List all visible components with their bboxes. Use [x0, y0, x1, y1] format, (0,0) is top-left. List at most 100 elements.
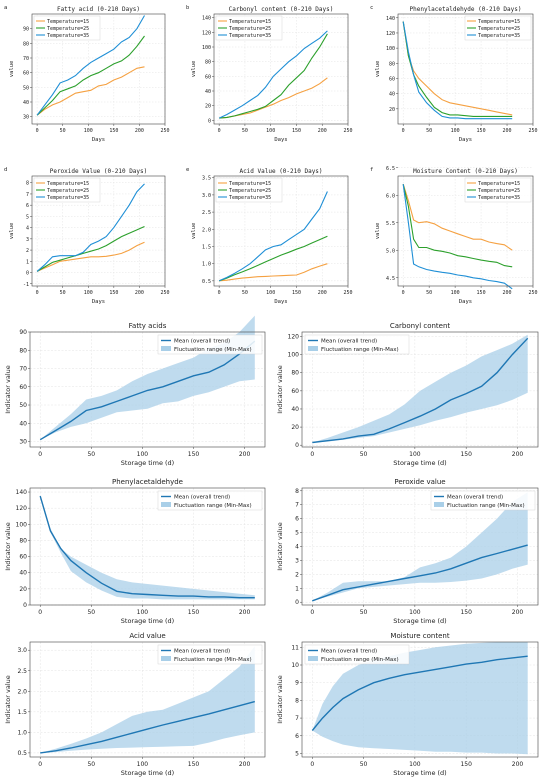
- legend: Mean (overall trend) Fluctuation range (M…: [304, 334, 410, 355]
- y-tick-label: 20: [19, 586, 27, 593]
- fluctuation-band: [40, 496, 255, 600]
- y-tick-label: 7: [295, 502, 299, 509]
- plot-frame: [31, 175, 166, 287]
- x-tick-label: 50: [360, 609, 368, 616]
- y-tick-label: 140: [386, 16, 395, 22]
- legend: Temperature=15Temperature=25Temperature=…: [215, 177, 283, 203]
- chart-title: Moisture Content (0-210 Days): [413, 168, 518, 175]
- chart-12: 0 50 100 150 200 5 6 7 8 9 10 11 Moisture content Sto…: [276, 632, 539, 777]
- x-tick-label: 100: [137, 451, 149, 458]
- x-axis-label: Storage time (d): [121, 769, 174, 777]
- chart-2: 0 50 100 150 200 250 0 20 40 60 80 100 120 140 Carbony…: [186, 5, 353, 143]
- y-tick-label: 2.0: [202, 227, 211, 233]
- x-tick-label: 0: [218, 290, 221, 296]
- series-line-2: [402, 21, 513, 117]
- legend-swatch: [308, 346, 318, 351]
- plot-frame: [213, 13, 349, 125]
- y-axis-label: Indicator value: [4, 675, 12, 724]
- legend-entry: Temperature=25: [47, 26, 89, 32]
- x-tick-label: 150: [109, 128, 118, 134]
- plot-frame: [31, 13, 166, 125]
- series-line-2: [402, 184, 513, 268]
- y-tick-label: 0: [295, 442, 299, 449]
- mean-line: [312, 544, 528, 602]
- x-tick-label: 150: [188, 451, 200, 458]
- x-tick-label: 200: [135, 128, 144, 134]
- plot-frame: [29, 487, 266, 606]
- x-tick-label: 250: [160, 290, 169, 296]
- y-axis-label: Indicator value: [4, 522, 12, 571]
- x-tick-label: 250: [160, 128, 169, 134]
- y-axis-label: value: [191, 223, 197, 240]
- series-line-3: [402, 184, 513, 290]
- y-tick-label: 100: [288, 352, 300, 359]
- y-tick-label: 5: [295, 750, 299, 757]
- fluctuation-band: [312, 642, 528, 755]
- y-tick-label: 80: [19, 347, 27, 354]
- x-tick-label: 0: [310, 609, 314, 616]
- x-axis-label: Days: [274, 299, 287, 305]
- y-tick-label: 1.5: [17, 709, 27, 716]
- chart-title: Phenylacetaldehyde: [112, 478, 183, 486]
- legend-box: [157, 334, 263, 355]
- mean-line: [39, 340, 256, 441]
- x-tick-label: 250: [343, 290, 352, 296]
- y-tick-label: 90: [19, 329, 27, 336]
- y-tick-label: 60: [205, 74, 211, 80]
- y-tick-label: 6: [26, 203, 29, 209]
- x-tick-label: 50: [242, 290, 248, 296]
- legend-entry: Mean (overall trend): [174, 495, 230, 501]
- legend-entry: Mean (overall trend): [174, 649, 230, 655]
- chart-title: Phenylacetaldehyde (0-210 Days): [410, 6, 522, 13]
- y-tick-label: 5: [26, 214, 29, 220]
- x-tick-label: 200: [503, 128, 512, 134]
- legend-entry: Temperature=35: [47, 195, 89, 201]
- y-tick-label: 9: [295, 680, 299, 687]
- x-tick-label: 100: [409, 761, 421, 768]
- y-tick-label: 7: [26, 192, 29, 198]
- legend-entry: Temperature=35: [478, 33, 520, 39]
- x-tick-label: 50: [60, 128, 66, 134]
- y-tick-label: 80: [291, 370, 299, 377]
- legend: Mean (overall trend) Fluctuation range (M…: [157, 334, 263, 355]
- x-tick-label: 200: [503, 290, 512, 296]
- x-tick-label: 200: [239, 451, 251, 458]
- legend-swatch: [161, 346, 171, 351]
- x-tick-label: 0: [218, 128, 221, 134]
- y-tick-label: 10: [291, 662, 299, 669]
- legend: Temperature=15Temperature=25Temperature=…: [464, 15, 532, 41]
- y-tick-label: 0: [23, 602, 27, 609]
- x-tick-label: 0: [38, 761, 42, 768]
- y-tick-label: 120: [386, 31, 395, 37]
- legend-entry: Temperature=25: [47, 188, 89, 194]
- y-tick-label: 50: [19, 402, 27, 409]
- x-tick-label: 200: [135, 290, 144, 296]
- legend-entry: Fluctuation range (Min-Max): [174, 347, 252, 353]
- y-axis-label: value: [9, 61, 15, 78]
- legend: Temperature=15Temperature=25Temperature=…: [33, 177, 101, 203]
- x-tick-label: 100: [409, 451, 421, 458]
- y-tick-label: 20: [205, 104, 211, 110]
- x-tick-label: 150: [460, 609, 472, 616]
- x-axis-label: Storage time (d): [121, 459, 174, 467]
- legend-entry: Temperature=35: [478, 195, 520, 201]
- panel-letter: d: [4, 167, 7, 173]
- plot-frame: [397, 13, 534, 125]
- y-tick-label: 80: [389, 61, 395, 67]
- y-tick-label: 5.5: [386, 221, 395, 227]
- y-tick-label: 90: [23, 27, 29, 33]
- x-tick-label: 100: [137, 609, 149, 616]
- x-tick-label: 150: [109, 290, 118, 296]
- series-line-3: [36, 15, 145, 116]
- y-tick-label: 0: [208, 118, 211, 124]
- y-tick-label: 7: [295, 715, 299, 722]
- chart-3: 0 50 100 150 200 250 20 40 60 80 100 120 140 Phenylac…: [370, 5, 538, 143]
- y-axis-label: Indicator value: [276, 675, 284, 724]
- x-axis-label: Storage time (d): [393, 617, 446, 625]
- y-tick-label: 120: [202, 30, 211, 36]
- y-axis-label: value: [375, 61, 381, 78]
- legend-box: [157, 644, 263, 665]
- panel-letter: c: [370, 5, 373, 11]
- y-tick-label: 140: [16, 489, 28, 496]
